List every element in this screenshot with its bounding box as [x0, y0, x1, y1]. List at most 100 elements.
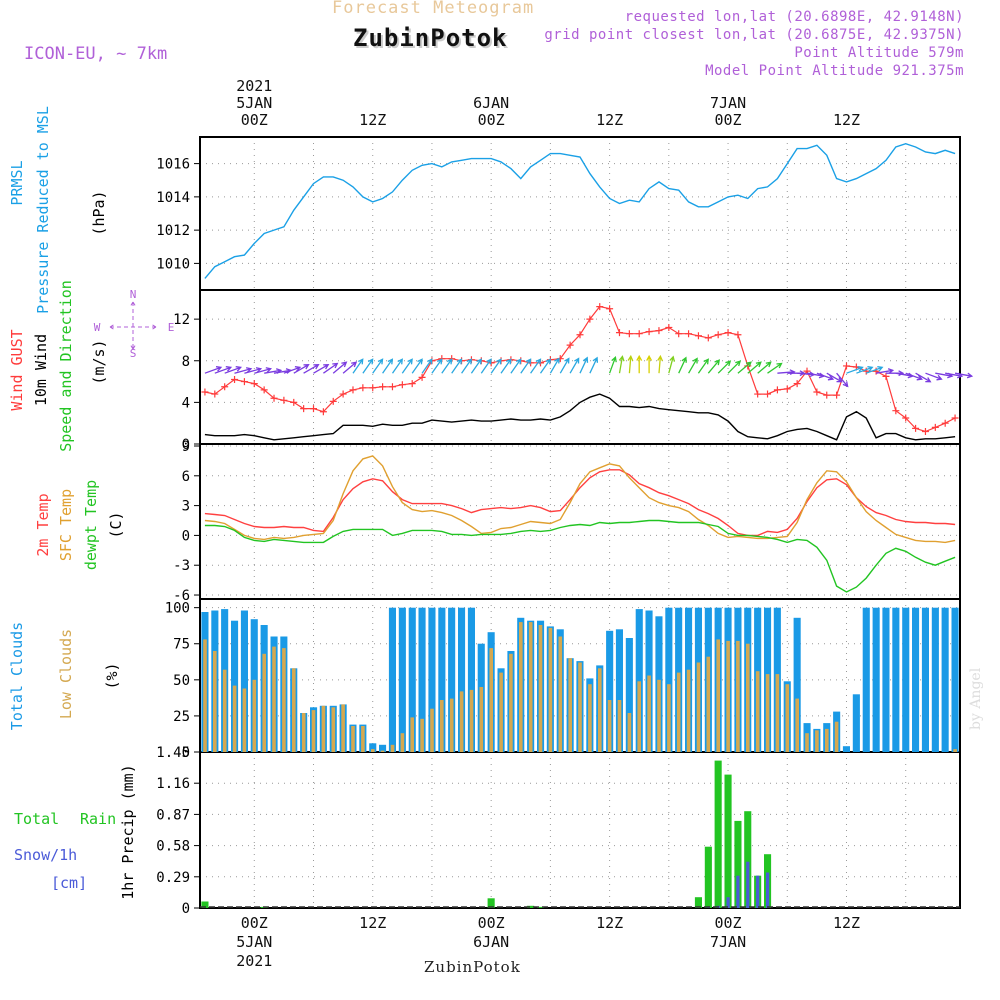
gust-line: [204, 305, 956, 433]
low-cloud-bar: [371, 749, 375, 752]
low-cloud-bar: [321, 705, 326, 752]
gust-marker: [675, 330, 683, 338]
low-cloud-bar: [459, 691, 464, 752]
low-cloud-bar: [657, 679, 661, 752]
time-label-bottom: 00Z: [715, 914, 742, 932]
wind-arrow: [579, 356, 589, 374]
y-tick-label: 0.87: [156, 807, 190, 823]
label-speed-direction: Speed and Direction: [57, 280, 75, 452]
low-cloud-bar: [607, 700, 612, 752]
low-cloud-bar: [509, 653, 513, 752]
wind-arrow: [234, 367, 253, 374]
time-label-top: 2021: [236, 77, 272, 95]
wind-arrow: [293, 364, 310, 374]
gust-marker: [764, 390, 772, 398]
total-cloud-bar: [793, 617, 801, 752]
wind-line: [204, 393, 956, 441]
low-cloud-bar: [222, 669, 227, 752]
wind-arrow: [747, 361, 762, 374]
compass-north: N: [130, 288, 137, 301]
gust-marker: [606, 305, 614, 313]
gust-marker: [783, 385, 791, 393]
compass-arrows: [109, 301, 157, 350]
rain-bar: [744, 811, 752, 908]
low-cloud-bar: [746, 643, 750, 752]
gust-marker: [359, 384, 367, 392]
y-tick-label: 1016: [156, 157, 190, 173]
low-cloud-bar: [311, 710, 316, 752]
wind-arrow: [737, 361, 752, 374]
y-tick-label: 25: [173, 709, 190, 725]
low-cloud-bar: [627, 713, 632, 752]
total-cloud-bar: [951, 607, 959, 752]
low-cloud-bar: [272, 646, 276, 752]
wind-arrow: [559, 357, 570, 374]
gust-marker: [250, 380, 258, 388]
total-cloud-bar: [428, 607, 436, 752]
gust-marker: [685, 330, 693, 338]
gust-marker: [329, 397, 337, 405]
wind-arrow: [254, 367, 273, 374]
low-cloud-bar: [696, 662, 701, 752]
label-prmsl: PRMSL: [8, 160, 26, 205]
wind-arrow: [323, 362, 339, 374]
time-label-bottom: 5JAN: [236, 933, 272, 951]
gust-marker: [388, 383, 396, 391]
wind-arrow: [836, 372, 849, 388]
gust-marker: [418, 373, 426, 381]
y-tick-label: 50: [173, 673, 190, 689]
label-total: Total: [14, 810, 59, 828]
wind-arrow: [627, 354, 634, 374]
low-cloud-bar: [341, 704, 345, 752]
label-percent: (%): [103, 662, 121, 689]
wind-arrow: [313, 364, 330, 374]
wind-arrow: [441, 358, 453, 374]
compass-west: W: [94, 321, 101, 334]
low-cloud-bar: [548, 627, 553, 752]
low-cloud-bar: [479, 687, 484, 752]
wind-arrow: [846, 366, 864, 374]
low-cloud-bar: [499, 672, 503, 752]
total-cloud-bar: [921, 607, 929, 752]
gust-marker: [842, 362, 850, 370]
wind-arrow: [886, 370, 905, 377]
time-label-bottom: 7JAN: [710, 933, 746, 951]
wind-arrow: [925, 372, 943, 381]
gust-marker: [586, 315, 594, 323]
snow-bar: [766, 872, 770, 908]
total-cloud-bar: [369, 743, 377, 752]
time-label-top: 12Z: [596, 111, 623, 129]
wind-arrow: [727, 360, 742, 374]
compass-south: S: [130, 347, 137, 360]
pressure-line: [204, 142, 956, 279]
total-cloud-bar: [418, 607, 426, 752]
panel-frame: [199, 136, 961, 291]
gust-marker: [793, 380, 801, 388]
y-tick-label: 100: [165, 601, 190, 617]
wind-arrow: [224, 366, 242, 374]
gust-marker: [951, 414, 959, 422]
gust-marker: [349, 386, 357, 394]
low-cloud-bar: [242, 688, 247, 752]
wind-arrow: [865, 366, 884, 374]
low-cloud-bar: [558, 636, 563, 752]
wind-arrow: [569, 357, 580, 374]
rain-bar: [734, 820, 742, 908]
gust-marker: [902, 414, 910, 422]
total-cloud-bar: [892, 607, 900, 752]
low-cloud-bar: [775, 674, 780, 752]
y-tick-label: 1014: [156, 190, 190, 206]
low-cloud-bar: [637, 681, 641, 752]
rain-bar: [694, 897, 702, 908]
compass-east: E: [168, 321, 175, 334]
footer-location: ZubinPotok: [424, 958, 521, 976]
label-dewpt-temp: dewpt Temp: [82, 480, 100, 570]
low-cloud-bar: [538, 625, 543, 752]
wind-arrow: [382, 358, 394, 374]
total-cloud-bar: [408, 607, 416, 752]
wind-arrow: [470, 358, 482, 374]
wind-arrow: [451, 358, 463, 374]
total-cloud-bar: [379, 744, 387, 752]
